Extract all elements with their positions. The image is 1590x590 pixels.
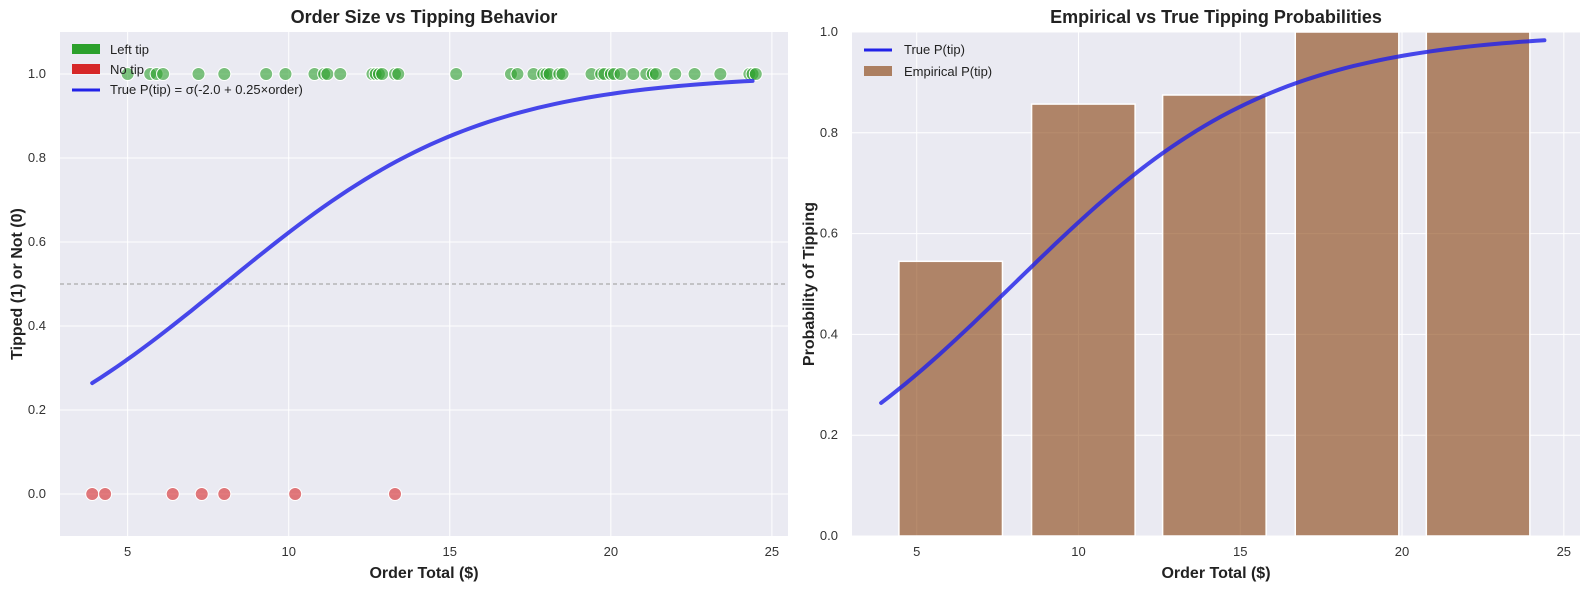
tipped-point: [449, 67, 464, 81]
empirical-bar-1: [1030, 103, 1136, 537]
y-axis-label-left: Tipped (1) or Not (0): [9, 208, 26, 360]
y-tick-label: 0.6: [820, 226, 838, 241]
y-tick-label: 0.0: [28, 486, 46, 501]
x-tick-label: 25: [1557, 544, 1571, 559]
scatter-points: [85, 67, 763, 501]
true-probability-curve-left: [90, 78, 755, 386]
legend-label-true-curve-right: True P(tip): [904, 42, 965, 57]
y-tick-label: 0.8: [820, 125, 838, 140]
tipped-point: [156, 67, 171, 81]
y-tick-label: 0.2: [28, 402, 46, 417]
y-tick-label: 0.8: [28, 150, 46, 165]
legend-swatch-no-tip: [72, 64, 100, 74]
tipped-point: [191, 67, 206, 81]
tipped-point: [613, 67, 628, 81]
tipped-point: [668, 67, 683, 81]
panel-empirical-vs-true: 5 10 15 20 25 0.0 0.2 0.4 0.6 0.8 1.0 Empirical vs…: [801, 7, 1580, 582]
chart-title-right: Empirical vs True Tipping Probabilities: [1050, 7, 1382, 27]
legend-label-empirical: Empirical P(tip): [904, 64, 992, 79]
tick-labels-left: 5 10 15 20 25 0.0 0.2 0.4 0.6 0.8 1.0: [28, 66, 779, 559]
no-tip-point: [98, 487, 113, 501]
tipped-point: [748, 67, 763, 81]
true-probability-curve-right: [879, 38, 1547, 405]
x-tick-label: 5: [124, 544, 131, 559]
y-tick-label: 1.0: [820, 24, 838, 39]
tipped-point: [626, 67, 641, 81]
empirical-bar-2: [1161, 94, 1267, 537]
legend-left: Left tip No tip True P(tip) = σ(-2.0 + 0…: [72, 42, 303, 97]
legend-right: True P(tip) Empirical P(tip): [864, 42, 992, 79]
tipped-point: [648, 67, 663, 81]
no-tip-point: [165, 487, 180, 501]
tipped-point: [259, 67, 274, 81]
x-tick-label: 10: [281, 544, 295, 559]
legend-label-true-curve-left: True P(tip) = σ(-2.0 + 0.25×order): [110, 82, 303, 97]
tipped-point: [687, 67, 702, 81]
tick-labels-right: 5 10 15 20 25 0.0 0.2 0.4 0.6 0.8 1.0: [820, 24, 1571, 559]
y-tick-label: 0.0: [820, 528, 838, 543]
grid-left: [60, 32, 788, 536]
tipped-point: [375, 67, 390, 81]
empirical-bars: [898, 31, 1531, 537]
x-tick-label: 20: [604, 544, 618, 559]
tipped-point: [120, 67, 135, 81]
tipped-point: [217, 67, 232, 81]
x-tick-label: 20: [1395, 544, 1409, 559]
empirical-bar-3: [1294, 31, 1400, 537]
x-tick-label: 15: [1233, 544, 1247, 559]
tipped-point: [510, 67, 525, 81]
empirical-bar-0: [898, 260, 1004, 537]
no-tip-point: [388, 487, 403, 501]
legend-label-no-tip: No tip: [110, 62, 144, 77]
y-tick-label: 0.6: [28, 234, 46, 249]
no-tip-point: [85, 487, 100, 501]
legend-swatch-empirical: [864, 66, 892, 76]
x-tick-label: 10: [1071, 544, 1085, 559]
y-tick-label: 0.2: [820, 427, 838, 442]
no-tip-point: [288, 487, 303, 501]
true-probability-curve-right-group: [879, 38, 1547, 405]
tipped-point: [333, 67, 348, 81]
tipped-point: [320, 67, 335, 81]
legend-swatch-left-tip: [72, 44, 100, 54]
true-probability-curve-left-group: [90, 78, 755, 386]
chart-title-left: Order Size vs Tipping Behavior: [291, 7, 558, 27]
y-tick-label: 0.4: [820, 326, 838, 341]
x-tick-label: 25: [765, 544, 779, 559]
x-tick-label: 5: [913, 544, 920, 559]
tipped-point: [278, 67, 293, 81]
y-tick-label: 1.0: [28, 66, 46, 81]
panel-order-size-vs-tipping: 5 10 15 20 25 0.0 0.2 0.4 0.6 0.8 1.0 Order Size v…: [9, 7, 788, 582]
no-tip-point: [194, 487, 209, 501]
empirical-bar-4: [1425, 31, 1531, 537]
y-tick-label: 0.4: [28, 318, 46, 333]
x-axis-label-right: Order Total ($): [1161, 565, 1270, 582]
tipped-point: [391, 67, 406, 81]
x-axis-label-left: Order Total ($): [369, 565, 478, 582]
legend-label-left-tip: Left tip: [110, 42, 149, 57]
no-tip-point: [217, 487, 232, 501]
y-axis-label-right: Probability of Tipping: [801, 202, 818, 366]
x-tick-label: 15: [443, 544, 457, 559]
tipped-point: [713, 67, 728, 81]
tipped-point: [555, 67, 570, 81]
